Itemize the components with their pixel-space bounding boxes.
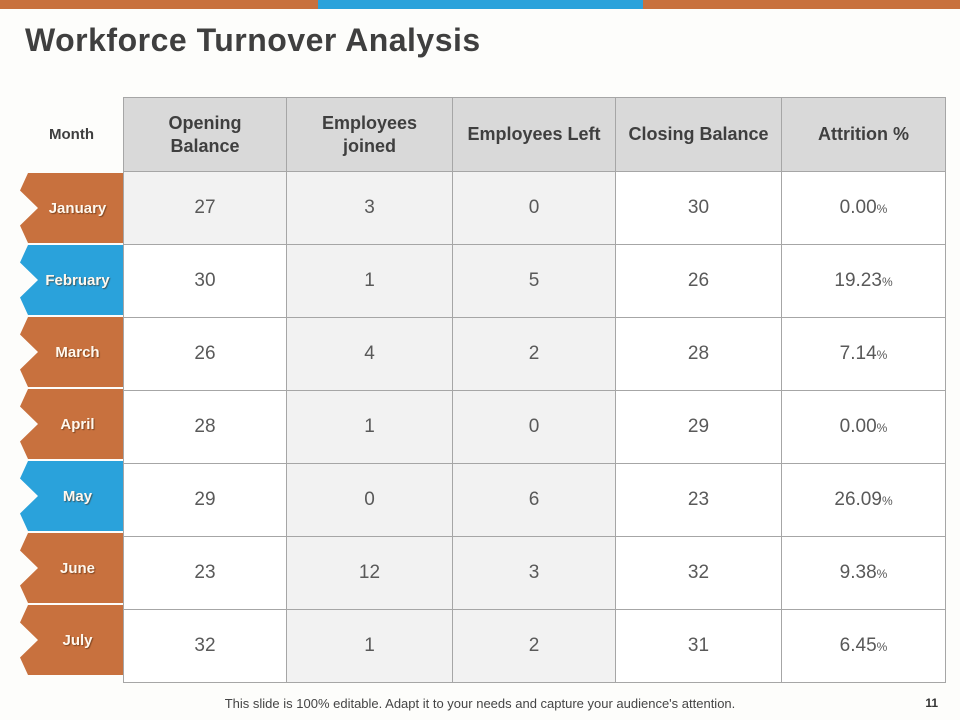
- cell-employees-left: 2: [452, 317, 616, 391]
- cell-employees-joined: 1: [286, 244, 453, 318]
- cell-attrition: 6.45%: [781, 609, 946, 683]
- header-row: Opening Balance Employees joined Employe…: [123, 97, 946, 172]
- cell-opening-balance: 27: [123, 171, 287, 245]
- month-banner-june: June: [20, 533, 123, 603]
- cell-opening-balance: 26: [123, 317, 287, 391]
- table-row-february: 30 1 5 26 19.23%: [123, 244, 946, 318]
- cell-employees-joined: 4: [286, 317, 453, 391]
- column-header-closing-balance: Closing Balance: [615, 97, 782, 172]
- cell-employees-joined: 0: [286, 463, 453, 537]
- table-row-july: 32 1 2 31 6.45%: [123, 609, 946, 683]
- cell-closing-balance: 28: [615, 317, 782, 391]
- cell-employees-left: 5: [452, 244, 616, 318]
- percent-symbol: %: [876, 421, 888, 435]
- page-title: Workforce Turnover Analysis: [25, 22, 481, 58]
- cell-closing-balance: 32: [615, 536, 782, 610]
- cell-opening-balance: 28: [123, 390, 287, 464]
- cell-employees-left: 0: [452, 171, 616, 245]
- column-header-employees-joined: Employees joined: [286, 97, 453, 172]
- cell-attrition: 0.00%: [781, 171, 946, 245]
- workforce-turnover-table: Opening Balance Employees joined Employe…: [123, 97, 946, 683]
- cell-employees-joined: 12: [286, 536, 453, 610]
- cell-employees-left: 3: [452, 536, 616, 610]
- month-banner-february: February: [20, 245, 123, 315]
- month-banner-may: May: [20, 461, 123, 531]
- top-bar-blue-middle: [318, 0, 643, 9]
- cell-closing-balance: 26: [615, 244, 782, 318]
- cell-closing-balance: 23: [615, 463, 782, 537]
- cell-employees-left: 6: [452, 463, 616, 537]
- page-number: 11: [925, 696, 938, 710]
- top-bar-orange-left: [0, 0, 318, 9]
- month-banner-march: March: [20, 317, 123, 387]
- month-label: May: [62, 487, 93, 505]
- cell-attrition: 9.38%: [781, 536, 946, 610]
- cell-employees-joined: 3: [286, 171, 453, 245]
- percent-symbol: %: [881, 494, 893, 508]
- month-label: February: [45, 271, 110, 289]
- cell-opening-balance: 32: [123, 609, 287, 683]
- month-column-label: Month: [49, 126, 94, 143]
- cell-attrition: 0.00%: [781, 390, 946, 464]
- table-row-june: 23 12 3 32 9.38%: [123, 536, 946, 610]
- month-label: April: [60, 415, 95, 433]
- cell-employees-joined: 1: [286, 609, 453, 683]
- column-header-employees-left: Employees Left: [452, 97, 616, 172]
- month-label: January: [48, 199, 107, 217]
- percent-symbol: %: [876, 567, 888, 581]
- cell-closing-balance: 29: [615, 390, 782, 464]
- cell-attrition: 19.23%: [781, 244, 946, 318]
- cell-opening-balance: 30: [123, 244, 287, 318]
- month-banner-july: July: [20, 605, 123, 675]
- cell-employees-joined: 1: [286, 390, 453, 464]
- cell-closing-balance: 31: [615, 609, 782, 683]
- cell-attrition: 7.14%: [781, 317, 946, 391]
- percent-symbol: %: [881, 275, 893, 289]
- month-label: March: [55, 343, 100, 361]
- table-row-march: 26 4 2 28 7.14%: [123, 317, 946, 391]
- cell-attrition: 26.09%: [781, 463, 946, 537]
- table-row-april: 28 1 0 29 0.00%: [123, 390, 946, 464]
- top-bar-orange-right: [643, 0, 960, 9]
- month-banner-january: January: [20, 173, 123, 243]
- table-row-may: 29 0 6 23 26.09%: [123, 463, 946, 537]
- cell-opening-balance: 23: [123, 536, 287, 610]
- month-label: June: [59, 559, 95, 577]
- column-header-attrition: Attrition %: [781, 97, 946, 172]
- percent-symbol: %: [876, 348, 888, 362]
- month-label: July: [62, 631, 93, 649]
- percent-symbol: %: [876, 202, 888, 216]
- percent-symbol: %: [876, 640, 888, 654]
- cell-closing-balance: 30: [615, 171, 782, 245]
- cell-opening-balance: 29: [123, 463, 287, 537]
- column-header-opening-balance: Opening Balance: [123, 97, 287, 172]
- cell-employees-left: 2: [452, 609, 616, 683]
- footer-note: This slide is 100% editable. Adapt it to…: [224, 696, 736, 711]
- table-row-january: 27 3 0 30 0.00%: [123, 171, 946, 245]
- cell-employees-left: 0: [452, 390, 616, 464]
- month-banner-april: April: [20, 389, 123, 459]
